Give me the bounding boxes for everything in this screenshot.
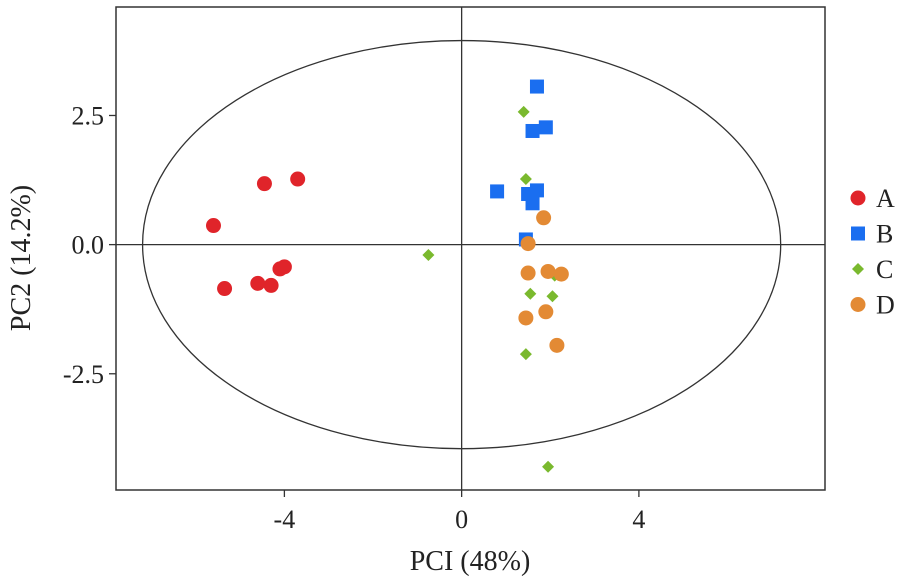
point-series-c xyxy=(517,105,530,118)
point-series-d xyxy=(536,210,552,226)
point-series-b xyxy=(538,120,553,135)
point-series-d xyxy=(538,304,554,320)
x-tick-label: 0 xyxy=(455,505,468,534)
data-points xyxy=(205,79,569,473)
plot-frame xyxy=(115,6,826,491)
legend-marker-a xyxy=(850,190,866,206)
legend-marker-b xyxy=(851,226,865,241)
point-series-c xyxy=(542,460,555,473)
point-series-b xyxy=(529,183,544,198)
point-series-b xyxy=(525,196,540,211)
point-series-b xyxy=(525,123,540,138)
point-series-a xyxy=(276,259,292,275)
point-series-d xyxy=(549,337,565,353)
point-series-a xyxy=(290,171,306,187)
point-series-b xyxy=(529,79,544,94)
point-series-a xyxy=(205,218,221,234)
x-tick-label: 4 xyxy=(632,505,645,534)
point-series-b xyxy=(490,184,505,199)
point-series-d xyxy=(520,236,536,252)
point-series-c xyxy=(519,173,532,186)
legend-marker-d xyxy=(850,297,866,312)
plot-area xyxy=(115,6,826,491)
point-series-c xyxy=(546,290,559,303)
y-tick-label: -2.5 xyxy=(63,360,104,389)
legend-label-d: D xyxy=(876,291,895,320)
point-series-a xyxy=(263,277,279,293)
legend-marker-c xyxy=(852,263,864,275)
point-series-a xyxy=(256,176,272,192)
point-series-c xyxy=(422,248,435,261)
y-tick-label: 2.5 xyxy=(72,101,105,130)
y-tick-label: 0.0 xyxy=(72,231,105,260)
axis-ticks: -4 0 4 2.5 0.0 -2.5 xyxy=(63,101,646,534)
point-series-d xyxy=(540,263,556,279)
point-series-a xyxy=(250,275,266,291)
legend-label-c: C xyxy=(876,255,893,284)
x-axis-title: PCI (48%) xyxy=(410,546,531,577)
point-series-a xyxy=(217,281,233,297)
point-series-d xyxy=(553,266,569,282)
y-axis-title: PC2 (14.2%) xyxy=(6,185,37,331)
point-series-c xyxy=(524,287,537,300)
confidence-ellipse xyxy=(141,39,782,450)
x-tick-label: -4 xyxy=(274,505,296,534)
legend-label-b: B xyxy=(876,220,893,249)
point-series-c xyxy=(519,348,532,361)
legend-label-a: A xyxy=(876,184,895,213)
point-series-d xyxy=(520,265,536,281)
point-series-d xyxy=(518,310,534,326)
